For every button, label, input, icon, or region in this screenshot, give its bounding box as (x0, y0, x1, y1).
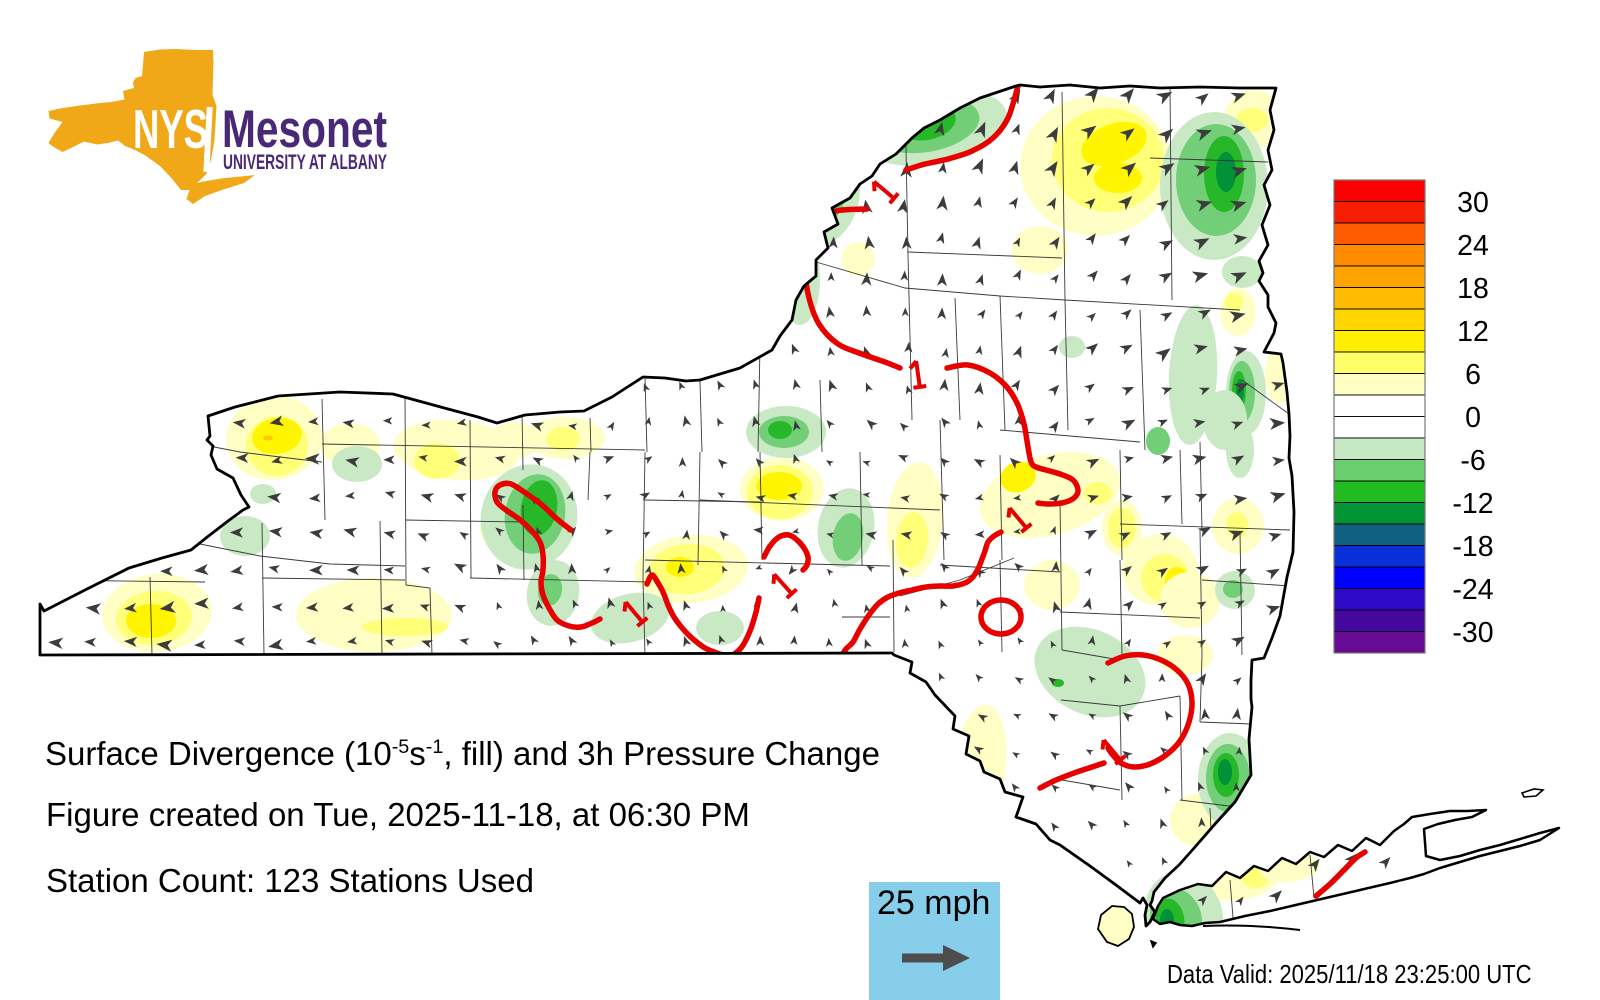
svg-text:12: 12 (1457, 316, 1489, 348)
svg-text:18: 18 (1457, 273, 1489, 305)
svg-text:UNIVERSITY AT ALBANY: UNIVERSITY AT ALBANY (223, 151, 387, 174)
svg-text:NYS: NYS (133, 98, 208, 160)
svg-text:-6: -6 (1460, 445, 1485, 477)
svg-text:6: 6 (1465, 359, 1481, 391)
svg-text:24: 24 (1457, 230, 1489, 262)
svg-text:Mesonet: Mesonet (222, 100, 387, 159)
svg-text:-24: -24 (1452, 574, 1493, 606)
svg-text:30: 30 (1457, 187, 1489, 219)
svg-text:-12: -12 (1452, 488, 1493, 520)
svg-text:0: 0 (1465, 402, 1481, 434)
svg-text:-18: -18 (1452, 531, 1493, 563)
svg-text:-30: -30 (1452, 617, 1493, 649)
